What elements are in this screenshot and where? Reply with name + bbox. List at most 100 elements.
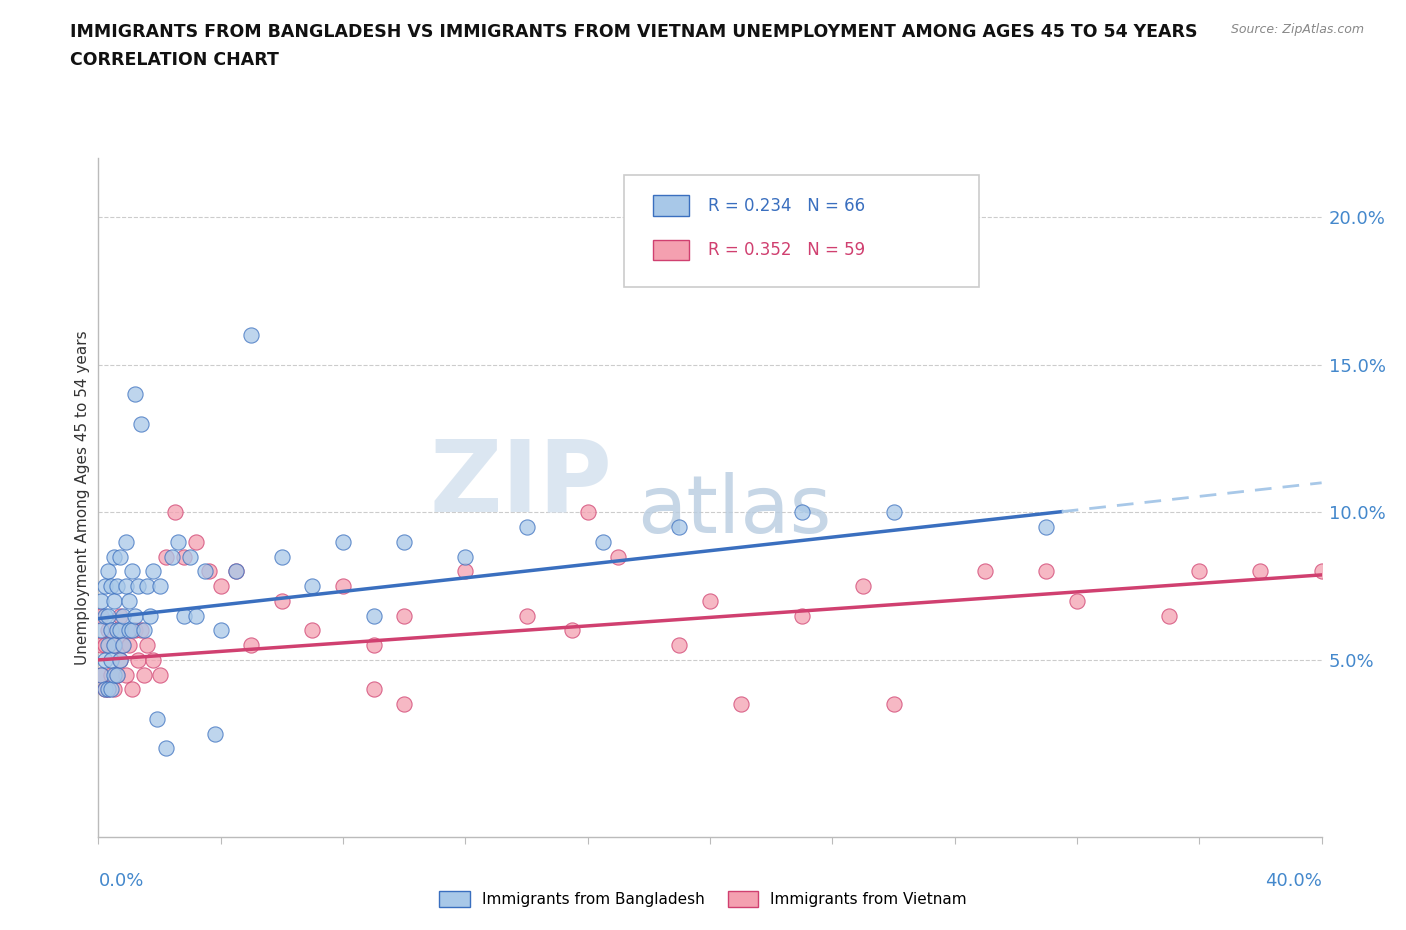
Text: ZIP: ZIP [429,435,612,533]
Point [115,535,138,550]
Point [516,608,538,623]
Point [607,549,630,564]
Text: R = 0.352   N = 59: R = 0.352 N = 59 [707,241,865,259]
Point [111,638,134,653]
Point [1066,593,1088,608]
Point [392,697,416,711]
Point [111,638,134,653]
Point [301,623,323,638]
Point [209,623,232,638]
Point [561,623,583,638]
Text: atlas: atlas [637,472,831,551]
Point [93,682,115,697]
Point [93,608,115,623]
Point [134,623,156,638]
Point [179,549,201,564]
Point [100,578,122,593]
Point [576,505,599,520]
Point [392,608,416,623]
Point [115,667,138,682]
Point [90,593,112,608]
Point [118,638,141,653]
Point [97,564,120,578]
Point [93,653,115,668]
Point [118,623,141,638]
Point [163,505,186,520]
Point [142,653,165,668]
Point [240,638,263,653]
Point [363,638,385,653]
Point [121,682,143,697]
Point [974,564,997,578]
FancyBboxPatch shape [624,175,979,287]
Point [90,667,112,682]
Point [1157,608,1180,623]
Point [173,549,195,564]
Point [790,608,813,623]
Point [90,638,112,653]
Text: R = 0.234   N = 66: R = 0.234 N = 66 [707,196,865,215]
Point [516,520,538,535]
Point [100,623,122,638]
Point [209,578,232,593]
Point [103,667,125,682]
Point [332,535,354,550]
Point [139,608,162,623]
Point [129,417,152,432]
Point [134,667,156,682]
Point [225,564,247,578]
Point [108,653,131,668]
Point [173,608,195,623]
FancyBboxPatch shape [652,195,689,216]
Point [105,578,128,593]
Point [93,682,115,697]
FancyBboxPatch shape [652,240,689,260]
Point [97,638,120,653]
Point [149,578,172,593]
Point [103,593,125,608]
Point [167,535,190,550]
Point [121,564,143,578]
Point [186,608,208,623]
Point [149,667,172,682]
Point [155,741,177,756]
Point [103,638,125,653]
Point [668,638,690,653]
Point [93,578,115,593]
Point [105,623,128,638]
Point [301,578,323,593]
Text: IMMIGRANTS FROM BANGLADESH VS IMMIGRANTS FROM VIETNAM UNEMPLOYMENT AMONG AGES 45: IMMIGRANTS FROM BANGLADESH VS IMMIGRANTS… [70,23,1198,41]
Point [108,608,131,623]
Point [883,505,905,520]
Point [186,535,208,550]
Point [124,608,146,623]
Point [1310,564,1333,578]
Point [883,697,905,711]
Point [100,667,122,682]
Text: 0.0%: 0.0% [98,872,143,890]
Point [142,564,165,578]
Point [111,608,134,623]
Y-axis label: Unemployment Among Ages 45 to 54 years: Unemployment Among Ages 45 to 54 years [75,330,90,665]
Point [103,638,125,653]
Point [790,505,813,520]
Point [129,623,152,638]
Point [97,682,120,697]
Point [90,667,112,682]
Point [1035,564,1057,578]
Point [392,535,416,550]
Text: Source: ZipAtlas.com: Source: ZipAtlas.com [1230,23,1364,36]
Point [363,608,385,623]
Point [105,623,128,638]
Point [454,564,477,578]
Point [118,593,141,608]
Point [108,653,131,668]
Point [105,667,128,682]
Point [1188,564,1211,578]
Point [592,535,614,550]
Point [100,623,122,638]
Point [1035,520,1057,535]
Point [97,682,120,697]
Point [204,726,226,741]
Point [90,623,112,638]
